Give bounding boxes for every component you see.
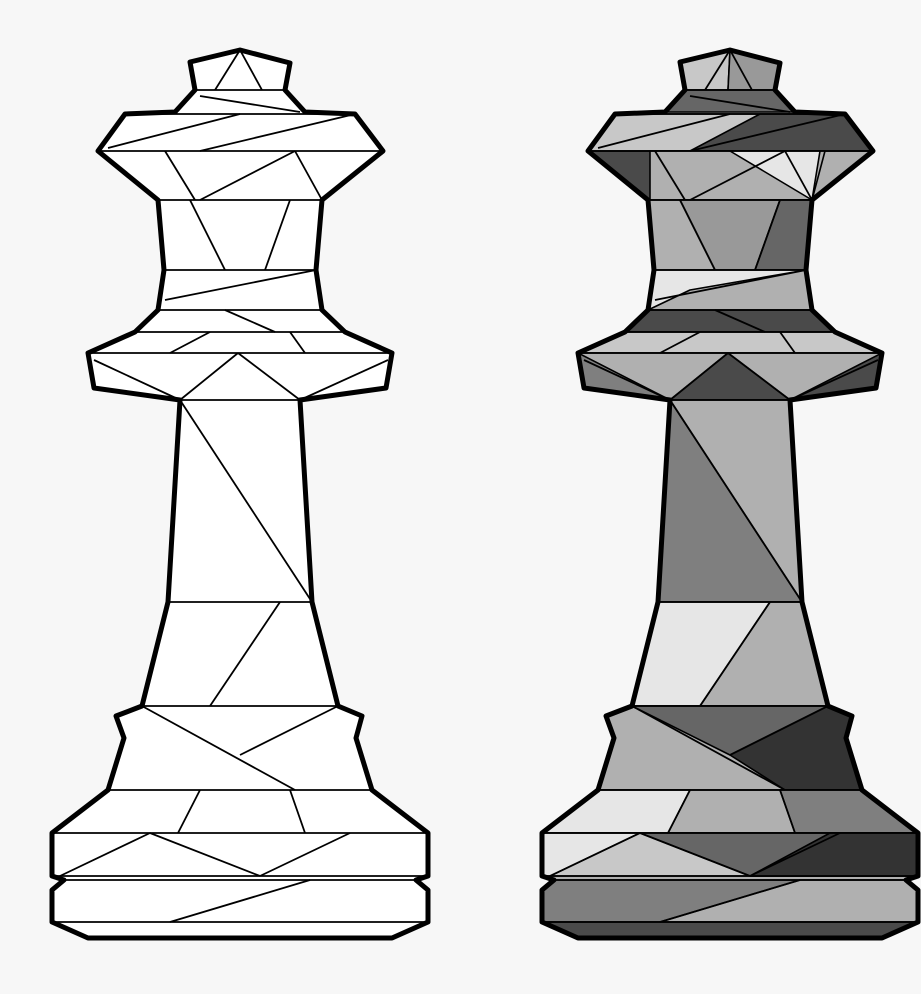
facet-line: [654, 150, 686, 201]
facet-line: [209, 601, 281, 707]
facet-line: [179, 399, 313, 603]
facet-line: [299, 359, 389, 401]
queen-outline-uncolored: [49, 47, 431, 941]
facet-line: [164, 150, 196, 201]
queen-outline: [49, 47, 431, 941]
facet-line: [597, 113, 731, 149]
facet-line: [237, 352, 301, 401]
facet-line: [654, 269, 807, 301]
facet-line: [789, 359, 879, 401]
facet-line: [631, 705, 786, 791]
facet-line: [59, 832, 151, 877]
facet-line: [727, 352, 791, 401]
facet-line: [294, 150, 323, 201]
facet-line: [689, 150, 786, 201]
facet-line: [259, 832, 351, 877]
facet-line: [141, 705, 296, 791]
facet-line: [729, 50, 753, 91]
facet-line: [659, 879, 801, 923]
facet-line: [214, 50, 241, 91]
facet-line: [199, 95, 301, 113]
facet-line: [754, 199, 781, 271]
queen-silhouette-fill: [52, 50, 428, 938]
facet-line: [669, 399, 803, 603]
facet-line: [583, 359, 671, 401]
facet-line: [289, 331, 306, 354]
facet-line: [779, 331, 796, 354]
facet-region: [779, 789, 918, 834]
facet-line: [189, 199, 226, 271]
facet-line: [714, 309, 766, 333]
facet-line: [289, 789, 306, 834]
facet-line: [169, 331, 211, 354]
facet-line: [667, 789, 691, 834]
facet-line: [699, 601, 771, 707]
facet-region: [624, 309, 836, 333]
facet-line: [679, 199, 716, 271]
facet-line: [224, 309, 276, 333]
facet-line: [179, 352, 239, 401]
queen-facets: [542, 50, 918, 938]
facet-line: [689, 95, 791, 113]
facet-line: [704, 50, 731, 91]
facet-line: [149, 832, 261, 877]
facet-line: [264, 199, 291, 271]
facet-line: [779, 789, 796, 834]
facet-region: [542, 789, 691, 834]
facet-line: [93, 359, 181, 401]
facet-line: [549, 832, 641, 877]
facet-line: [169, 879, 311, 923]
facet-line: [689, 113, 846, 152]
facet-line: [107, 113, 241, 149]
facet-line: [729, 705, 829, 756]
facet-line: [784, 150, 813, 201]
facet-line: [199, 113, 356, 152]
facet-line: [749, 832, 841, 877]
facet-line: [239, 705, 339, 756]
facet-line: [199, 150, 296, 201]
facet-line: [639, 832, 751, 877]
facet-line: [659, 331, 701, 354]
queen-grayscale-shaded: [539, 47, 921, 941]
facet-line: [177, 789, 201, 834]
facet-line: [669, 352, 729, 401]
facet-line: [239, 50, 263, 91]
queen-outline: [539, 47, 921, 941]
facet-line: [164, 269, 317, 301]
